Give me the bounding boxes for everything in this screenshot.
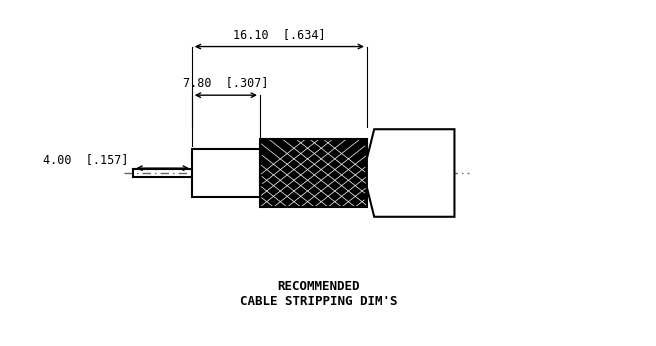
Polygon shape	[367, 129, 455, 217]
Bar	[260, 139, 367, 207]
Text: 16.10  [.634]: 16.10 [.634]	[233, 28, 325, 41]
Bar	[260, 139, 367, 207]
Bar	[192, 149, 260, 197]
Text: RECOMMENDED
CABLE STRIPPING DIM'S: RECOMMENDED CABLE STRIPPING DIM'S	[239, 280, 397, 308]
Text: 7.80  [.307]: 7.80 [.307]	[183, 76, 268, 89]
Text: 4.00  [.157]: 4.00 [.157]	[43, 153, 129, 166]
